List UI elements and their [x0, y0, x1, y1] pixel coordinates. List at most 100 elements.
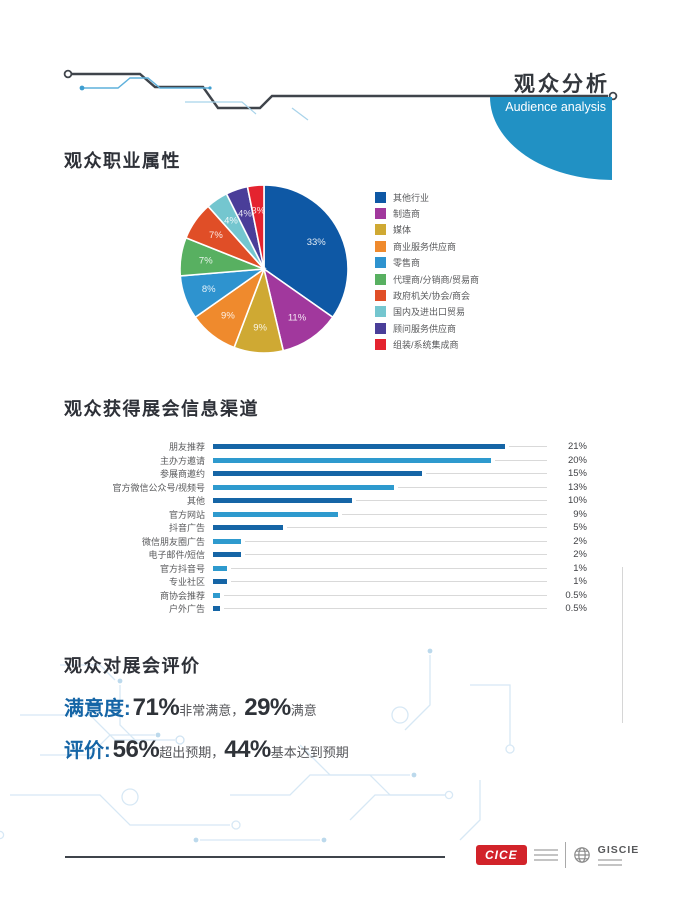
logo-divider: [564, 842, 566, 868]
legend-label: 顾问服务供应商: [393, 323, 457, 334]
bar-row: 抖音广告 5%: [55, 521, 611, 535]
evaluation-description: 满意: [290, 703, 317, 718]
bar-row: 商协会推荐 0.5%: [55, 589, 611, 603]
bar-row: 官方网站 9%: [55, 508, 611, 522]
bar-track-line: [356, 500, 547, 502]
bar-track: [213, 443, 547, 450]
pie-slice-label: 3%: [251, 206, 265, 217]
bar-track: [213, 470, 547, 477]
bar-category-label: 电子邮件/短信: [148, 550, 205, 561]
legend-label: 零售商: [393, 258, 421, 269]
bar-category-label: 其他: [186, 496, 205, 507]
legend-label: 政府机关/协会/商会: [393, 291, 471, 302]
legend-item: 组装/系统集成商: [375, 337, 479, 353]
bar-category-label: 朋友推荐: [168, 442, 205, 453]
bar-value-label: 13%: [567, 481, 587, 493]
bar-fill: [213, 525, 283, 531]
bar-track-line: [244, 554, 547, 556]
legend-label: 代理商/分销商/贸易商: [393, 274, 480, 285]
bar-track: [213, 551, 547, 558]
page-title: 观众分析: [514, 72, 610, 96]
bar-category-label: 专业社区: [168, 577, 205, 588]
pie-slice-label: 33%: [307, 237, 327, 248]
evaluation-row: 评价: 56% 超出预期， 44% 基本达到预期: [64, 734, 349, 764]
legend-swatch: [375, 257, 386, 269]
evaluation-row: 满意度: 71% 非常满意， 29% 满意: [64, 692, 349, 722]
legend-swatch: [375, 240, 386, 252]
legend-item: 零售商: [375, 255, 479, 271]
bar-value-label: 15%: [567, 468, 587, 480]
bar-value-label: 1%: [573, 576, 587, 588]
bar-track-line: [397, 486, 547, 488]
bar-track: [213, 538, 547, 545]
pie-slice-label: 7%: [199, 255, 213, 266]
bar-track: [213, 524, 547, 531]
circuit-dot-icon: [208, 86, 212, 90]
legend-label: 媒体: [393, 225, 412, 236]
bar-fill: [213, 511, 339, 517]
bar-fill: [213, 579, 227, 585]
bar-value-label: 20%: [567, 454, 587, 466]
bar-fill: [213, 606, 220, 612]
bar-category-label: 参展商邀约: [159, 469, 205, 480]
bar-value-label: 1%: [573, 562, 587, 574]
globe-icon: [573, 847, 590, 863]
bar-value-label: 2%: [573, 549, 587, 561]
bar-value-label: 9%: [573, 508, 587, 520]
bar-track-line: [223, 608, 547, 610]
legend-swatch: [375, 208, 386, 220]
bar-track-line: [230, 581, 547, 583]
pie-slice-label: 11%: [288, 313, 307, 324]
pie-slice-label: 4%: [224, 215, 238, 226]
bar-value-label: 2%: [573, 535, 587, 547]
bar-track: [213, 457, 547, 464]
bar-track: [213, 484, 547, 491]
bar-row: 主办方邀请 20%: [55, 454, 611, 468]
legend-item: 商业服务供应商: [375, 238, 479, 254]
bar-track-line: [244, 540, 547, 542]
legend-item: 顾问服务供应商: [375, 320, 479, 336]
footer-rule: [65, 856, 445, 858]
bar-track: [213, 592, 547, 599]
legend-item: 制造商: [375, 205, 479, 221]
evaluation-value: 29%: [244, 694, 291, 721]
circuit-line-faint: [185, 101, 257, 115]
bar-fill: [213, 552, 241, 558]
pie-chart-svg: 33%11%9%9%8%7%7%4%4% 3%: [179, 185, 349, 354]
evaluation-label: 评价:: [64, 740, 111, 762]
legend-item: 其他行业: [375, 189, 479, 205]
pie-slice-label: 7%: [209, 230, 223, 241]
evaluation-description: 超出预期，: [159, 745, 225, 760]
bar-track-line: [286, 527, 547, 529]
legend-item: 代理商/分销商/贸易商: [375, 271, 479, 287]
bar-row: 其他 10%: [55, 494, 611, 508]
bar-track: [213, 565, 547, 572]
footer-logos: CICE GISCIE: [476, 842, 639, 868]
circuit-background-decoration: [0, 648, 515, 843]
legend-swatch: [375, 306, 386, 318]
legend-label: 其他行业: [393, 192, 430, 203]
legend-swatch: [375, 191, 386, 203]
pie-slice: [263, 185, 349, 319]
right-divider-line: [622, 567, 623, 723]
evaluation-value: 44%: [224, 736, 271, 763]
legend-swatch: [375, 224, 386, 236]
bar-fill: [213, 484, 394, 490]
bar-category-label: 官方微信公众号/视频号: [112, 482, 205, 493]
evaluation-description: 非常满意，: [179, 703, 245, 718]
bar-track: [213, 511, 547, 518]
bar-fill: [213, 444, 505, 450]
bar-track: [213, 497, 547, 504]
bar-track: [213, 605, 547, 612]
bar-fill: [213, 498, 352, 504]
pie-legend: 其他行业制造商媒体商业服务供应商零售商代理商/分销商/贸易商 政府机关/协会/商会…: [375, 189, 479, 353]
section-title-evaluation: 观众对展会评价: [64, 656, 201, 676]
section-title-channels: 观众获得展会信息渠道: [64, 399, 259, 419]
giscie-logo-text: GISCIE: [597, 844, 640, 856]
evaluation-description: 基本达到预期: [270, 745, 349, 760]
circuit-line-dark: [72, 72, 608, 110]
bar-value-label: 0.5%: [565, 589, 587, 601]
pie-slice: [246, 185, 265, 270]
bar-row: 官方抖音号 1%: [55, 562, 611, 576]
circuit-node-left-icon: [63, 69, 73, 79]
